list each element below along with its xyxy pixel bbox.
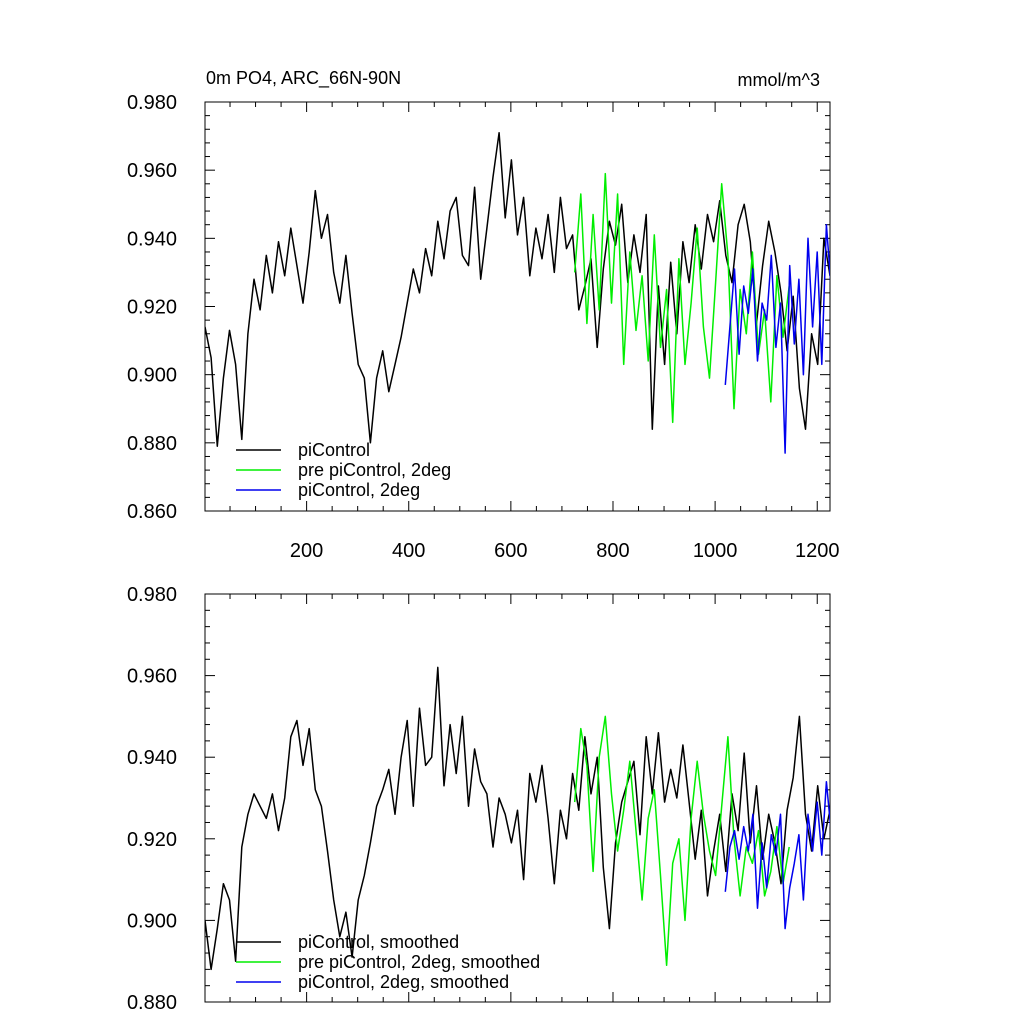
legend-label: piControl, 2deg <box>298 480 420 500</box>
series-line-picontrol <box>205 131 830 447</box>
series-line-picontrol-smoothed <box>205 666 830 971</box>
y-tick-label: 0.880 <box>127 992 177 1014</box>
x-tick-label: 400 <box>392 540 425 562</box>
legend-label: pre piControl, 2deg, smoothed <box>298 952 540 972</box>
y-tick-label: 0.960 <box>127 666 177 688</box>
y-tick-label: 0.880 <box>127 433 177 455</box>
series-line-pre-picontrol-2deg <box>573 172 790 424</box>
y-tick-label: 0.860 <box>127 501 177 523</box>
y-tick-label: 0.940 <box>127 228 177 250</box>
legend-label: piControl, smoothed <box>298 932 459 952</box>
x-tick-label: 1000 <box>693 540 738 562</box>
bottom-panel: 0.880 0.900 0.920 0.940 0.960 0.980 piControl,… <box>127 584 831 1014</box>
legend-label: piControl <box>298 440 370 460</box>
legend-label: piControl, 2deg, smoothed <box>298 972 509 992</box>
series-line-picontrol-2deg <box>724 223 830 454</box>
x-tick-label: 600 <box>494 540 527 562</box>
x-tick-label: 1200 <box>795 540 840 562</box>
y-tick-label: 0.940 <box>127 747 177 769</box>
chart-units: mmol/m^3 <box>738 70 820 90</box>
y-tick-label: 0.980 <box>127 584 177 606</box>
x-tick-label: 200 <box>290 540 323 562</box>
y-tick-label: 0.980 <box>127 92 177 114</box>
y-tick-label: 0.920 <box>127 829 177 851</box>
series-line-pre-picontrol-2deg-smoothed <box>573 715 790 967</box>
top-panel: 0.860 0.880 0.900 0.920 0.940 0.960 0.980 200 40… <box>127 92 840 562</box>
y-tick-label: 0.900 <box>127 365 177 387</box>
y-tick-label: 0.960 <box>127 160 177 182</box>
series-line-picontrol-2deg-smoothed <box>724 780 830 930</box>
legend-label: pre piControl, 2deg <box>298 460 451 480</box>
x-tick-label: 800 <box>596 540 629 562</box>
y-tick-label: 0.920 <box>127 297 177 319</box>
y-tick-label: 0.900 <box>127 910 177 932</box>
chart-title: 0m PO4, ARC_66N-90N <box>206 68 401 89</box>
plot-frame <box>204 593 831 1003</box>
